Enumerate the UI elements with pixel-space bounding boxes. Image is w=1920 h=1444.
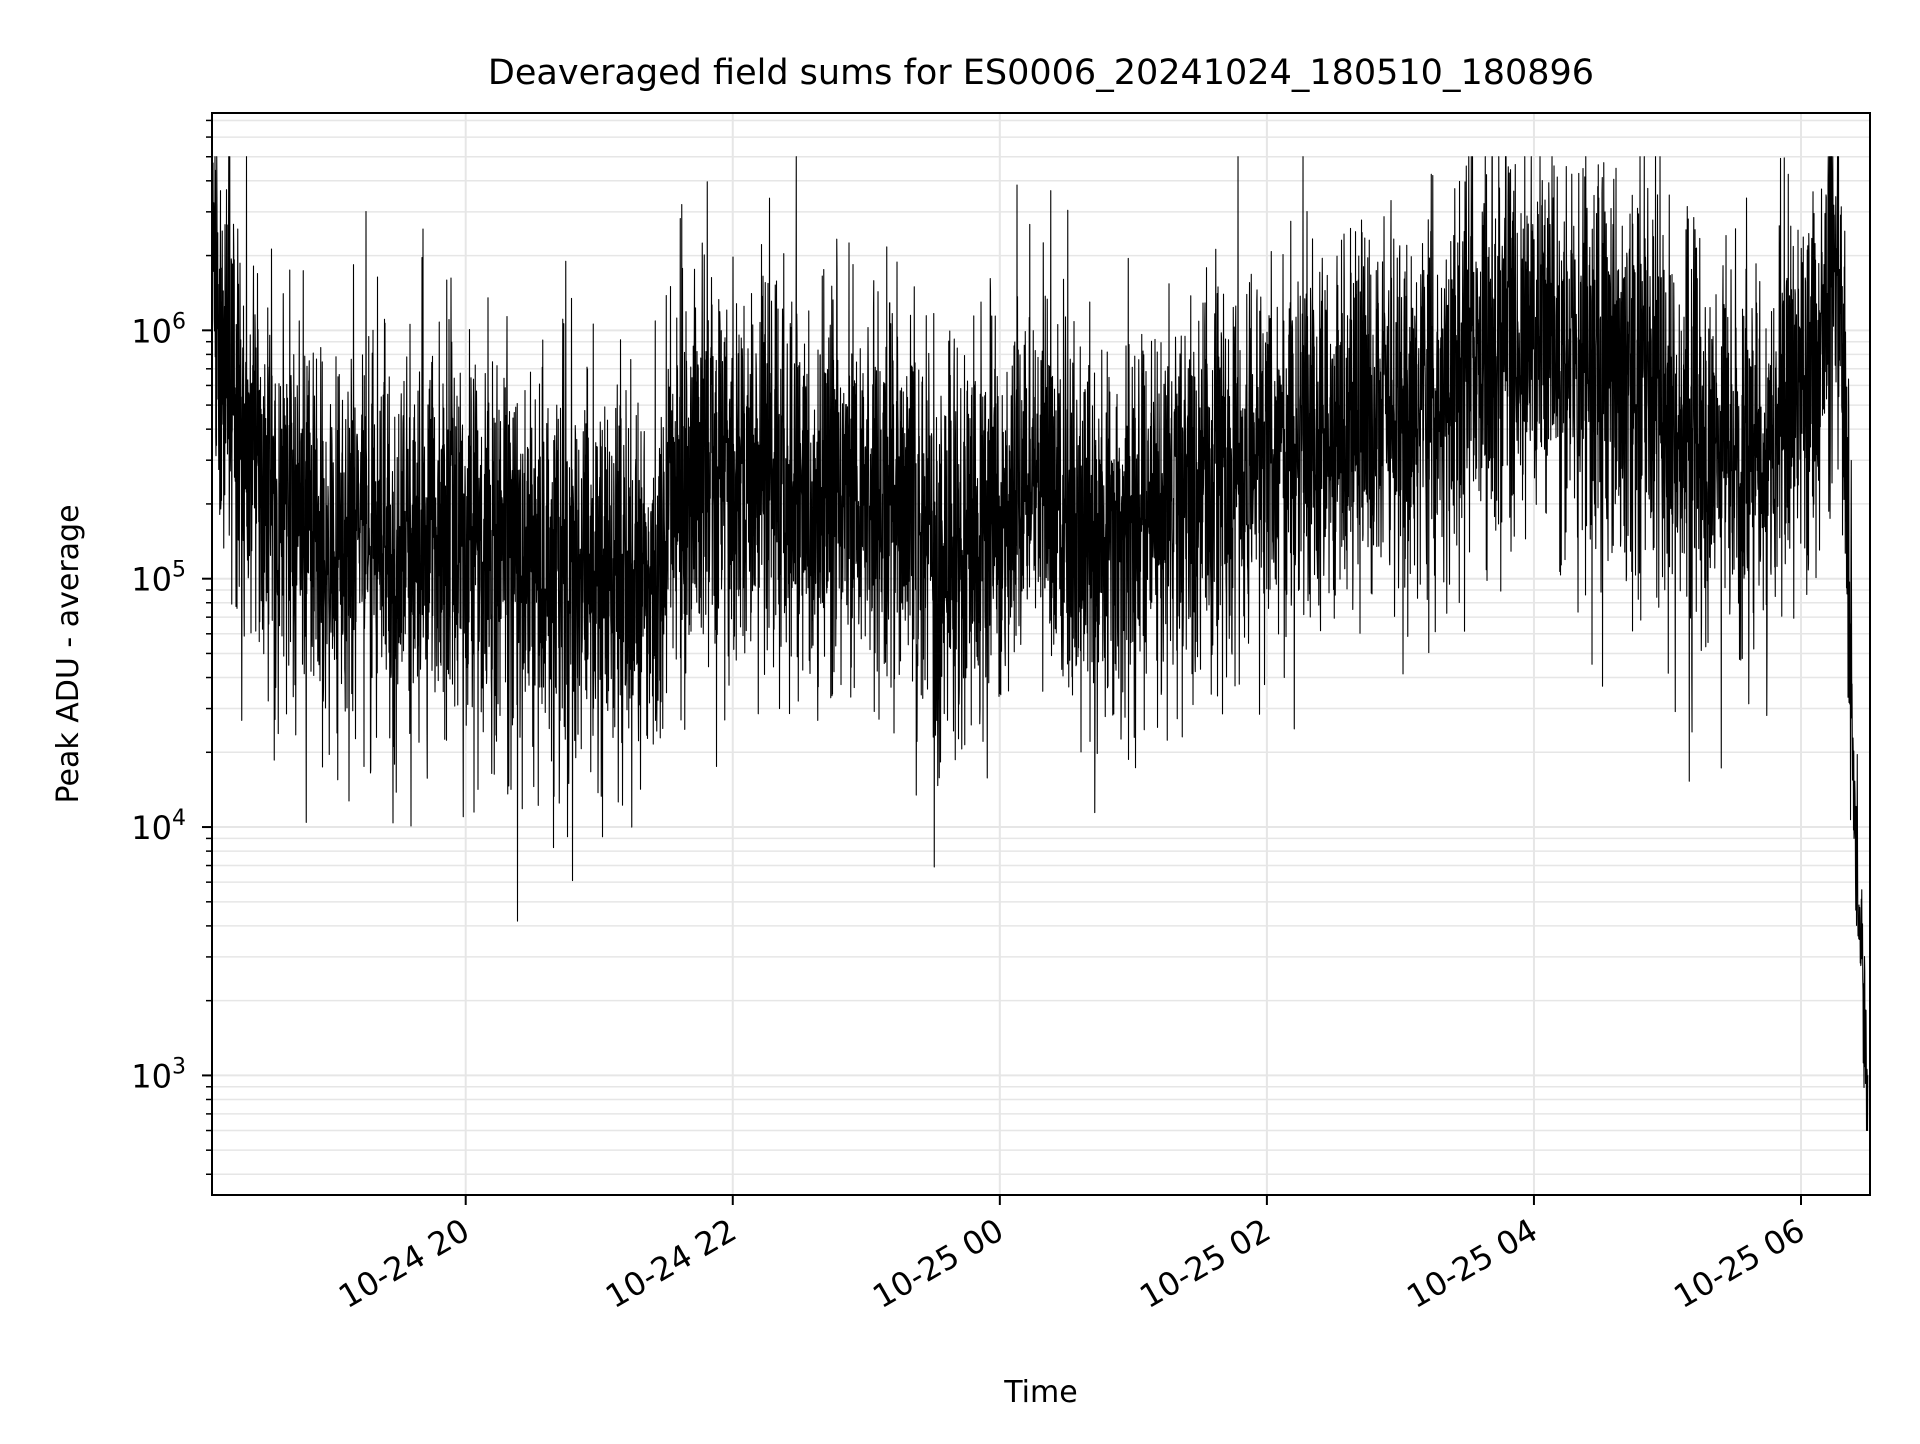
y-tick-label: 104 [131,806,186,847]
chart-title: Deaveraged field sums for ES0006_2024102… [488,53,1594,93]
y-tick-label: 103 [131,1054,186,1095]
x-axis-label: Time [1003,1375,1077,1410]
y-axis-label: Peak ADU - average [51,504,86,803]
y-tick-label: 105 [131,558,186,599]
series-line [211,156,1869,1132]
y-tick-label: 106 [131,309,186,350]
series-layer [211,156,1869,1132]
